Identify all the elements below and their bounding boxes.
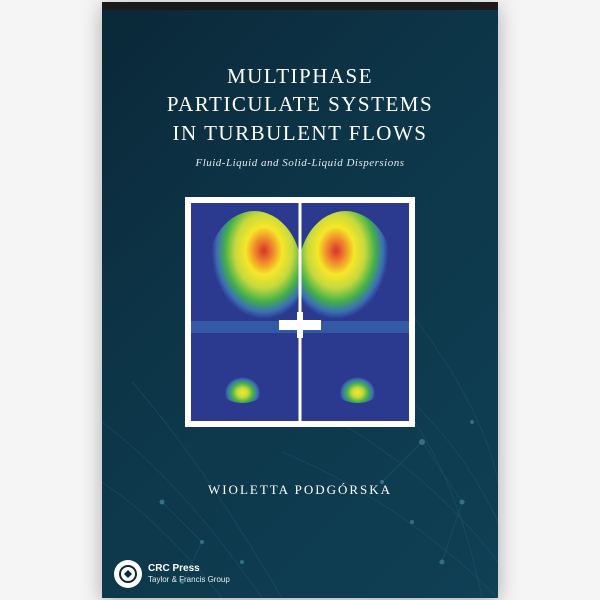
main-title: MULTIPHASE PARTICULATE SYSTEMS IN TURBUL…	[132, 62, 468, 147]
title-line-1: MULTIPHASE	[132, 62, 468, 90]
subtitle: Fluid-Liquid and Solid-Liquid Dispersion…	[132, 157, 468, 169]
author-name: WIOLETTA PODGÓRSKA	[102, 482, 498, 498]
title-line-3: IN TURBULENT FLOWS	[132, 119, 468, 147]
cfd-simulation-figure	[185, 197, 415, 427]
publisher-tagline: Taylor & Francis Group	[148, 575, 230, 585]
cfd-impeller	[279, 320, 321, 330]
book-cover: MULTIPHASE PARTICULATE SYSTEMS IN TURBUL…	[102, 2, 498, 598]
top-border-strip	[102, 2, 498, 10]
cfd-right-half	[300, 203, 409, 421]
cfd-left-half	[191, 203, 300, 421]
publisher-text: CRC Press Taylor & Francis Group	[148, 563, 230, 585]
publisher-name: CRC Press	[148, 563, 230, 575]
publisher-logo-icon	[114, 560, 142, 588]
title-block: MULTIPHASE PARTICULATE SYSTEMS IN TURBUL…	[102, 62, 498, 169]
cfd-contour-plot	[191, 203, 409, 421]
title-line-2: PARTICULATE SYSTEMS	[132, 90, 468, 118]
publisher-block: CRC Press Taylor & Francis Group	[114, 560, 230, 588]
